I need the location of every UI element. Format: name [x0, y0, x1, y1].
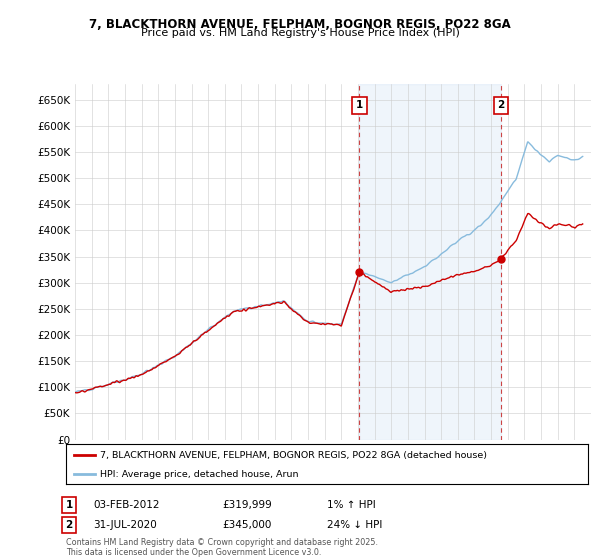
Text: 24% ↓ HPI: 24% ↓ HPI — [327, 520, 382, 530]
Text: 7, BLACKTHORN AVENUE, FELPHAM, BOGNOR REGIS, PO22 8GA (detached house): 7, BLACKTHORN AVENUE, FELPHAM, BOGNOR RE… — [100, 451, 487, 460]
Text: Price paid vs. HM Land Registry's House Price Index (HPI): Price paid vs. HM Land Registry's House … — [140, 28, 460, 38]
Text: 1: 1 — [356, 100, 363, 110]
Bar — [359, 84, 501, 440]
Text: 03-FEB-2012: 03-FEB-2012 — [93, 500, 160, 510]
Text: 31-JUL-2020: 31-JUL-2020 — [93, 520, 157, 530]
Text: HPI: Average price, detached house, Arun: HPI: Average price, detached house, Arun — [100, 470, 298, 479]
Text: 2: 2 — [497, 100, 505, 110]
Text: £319,999: £319,999 — [222, 500, 272, 510]
Text: 1% ↑ HPI: 1% ↑ HPI — [327, 500, 376, 510]
Text: £345,000: £345,000 — [222, 520, 271, 530]
Text: 7, BLACKTHORN AVENUE, FELPHAM, BOGNOR REGIS, PO22 8GA: 7, BLACKTHORN AVENUE, FELPHAM, BOGNOR RE… — [89, 18, 511, 31]
Text: 2: 2 — [65, 520, 73, 530]
Text: Contains HM Land Registry data © Crown copyright and database right 2025.
This d: Contains HM Land Registry data © Crown c… — [66, 538, 378, 557]
Text: 1: 1 — [65, 500, 73, 510]
